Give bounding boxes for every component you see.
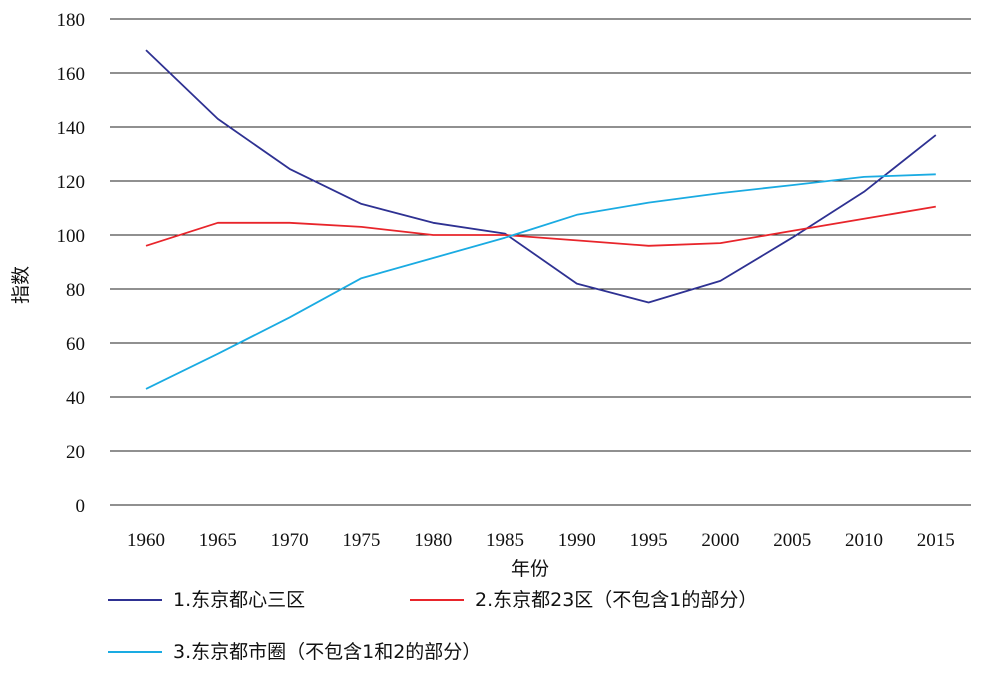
y-tick-label: 80	[66, 280, 85, 301]
series-line-2	[145, 205, 936, 247]
x-tick-label: 2015	[917, 530, 955, 551]
series-line-1	[145, 49, 937, 304]
x-tick-label: 1970	[271, 530, 309, 551]
y-tick-label: 20	[66, 442, 85, 463]
y-tick-label: 40	[66, 388, 85, 409]
x-tick-label: 1980	[414, 530, 452, 551]
x-axis-ticks: 1960 1965 1970 1975 1980 1985 1990 1995 2000 2005…	[127, 530, 955, 551]
legend-label: 1.东京都心三区	[173, 589, 305, 611]
legend-label: 2.东京都23区（不包含1的部分）	[475, 589, 757, 611]
y-axis-title: 指数	[10, 266, 32, 304]
y-tick-label: 160	[57, 64, 86, 85]
y-tick-label: 140	[57, 118, 86, 139]
x-tick-label: 2000	[701, 530, 739, 551]
x-tick-label: 1975	[342, 530, 380, 551]
legend-item-3: 3.东京都市圈（不包含1和2的部分）	[108, 641, 481, 663]
x-tick-label: 1985	[486, 530, 524, 551]
x-tick-label: 2005	[773, 530, 811, 551]
legend-item-1: 1.东京都心三区	[108, 589, 305, 611]
y-tick-label: 0	[76, 496, 86, 517]
x-tick-label: 1960	[127, 530, 165, 551]
x-tick-label: 2010	[845, 530, 883, 551]
gridlines	[110, 18, 971, 506]
series-lines	[145, 49, 937, 390]
x-tick-label: 1990	[558, 530, 596, 551]
y-tick-label: 180	[57, 10, 86, 31]
x-tick-label: 1995	[630, 530, 668, 551]
x-tick-label: 1965	[199, 530, 237, 551]
y-axis-ticks: 0 20 40 60 80 100 120 140 160 180	[57, 10, 86, 517]
legend-item-2: 2.东京都23区（不包含1的部分）	[410, 589, 757, 611]
y-tick-label: 100	[57, 226, 86, 247]
y-tick-label: 120	[57, 172, 86, 193]
y-tick-label: 60	[66, 334, 85, 355]
legend: 1.东京都心三区 2.东京都23区（不包含1的部分） 3.东京都市圈（不包含1和2的…	[108, 589, 757, 663]
series-line-3	[145, 173, 936, 390]
x-axis-title: 年份	[511, 558, 549, 580]
legend-label: 3.东京都市圈（不包含1和2的部分）	[173, 641, 481, 663]
